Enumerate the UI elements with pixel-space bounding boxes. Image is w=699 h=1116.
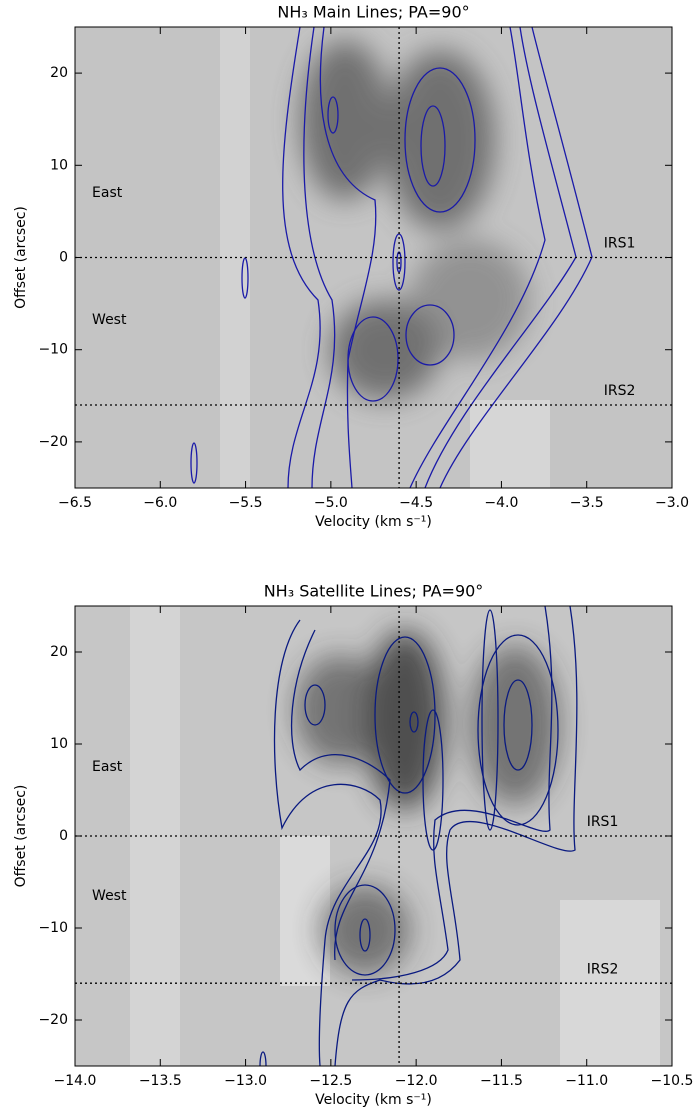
annotation: IRS2 — [587, 961, 619, 977]
annotation: IRS2 — [604, 383, 636, 399]
x-axis-label: Velocity (km s⁻¹) — [315, 514, 432, 530]
x-tick-label: −4.0 — [484, 495, 518, 511]
y-tick-label: 20 — [50, 65, 68, 81]
y-axis-label: Offset (arcsec) — [13, 785, 29, 888]
y-tick-label: 20 — [50, 644, 68, 660]
x-tick-label: −11.5 — [480, 1073, 523, 1089]
chart-title: NH₃ Satellite Lines; PA=90° — [264, 582, 484, 601]
y-tick-label: −10 — [38, 920, 68, 936]
y-axis-label: Offset (arcsec) — [13, 206, 29, 309]
x-tick-label: −4.5 — [399, 495, 433, 511]
x-axis-label: Velocity (km s⁻¹) — [315, 1092, 432, 1108]
x-tick-label: −13.5 — [139, 1073, 182, 1089]
y-tick-label: 10 — [50, 157, 68, 173]
annotation: IRS1 — [587, 814, 619, 830]
x-tick-label: −12.5 — [309, 1073, 352, 1089]
x-tick-label: −13.0 — [224, 1073, 267, 1089]
x-tick-label: −3.0 — [655, 495, 689, 511]
annotation: IRS1 — [604, 236, 636, 252]
x-tick-label: −12.0 — [395, 1073, 438, 1089]
y-tick-label: 10 — [50, 736, 68, 752]
y-tick-label: −20 — [38, 434, 68, 450]
x-tick-label: −11.0 — [565, 1073, 608, 1089]
x-tick-label: −6.5 — [58, 495, 92, 511]
annotation: East — [92, 185, 123, 201]
x-tick-label: −5.0 — [314, 495, 348, 511]
x-tick-label: −3.5 — [570, 495, 604, 511]
chart-title: NH₃ Main Lines; PA=90° — [277, 3, 469, 22]
contours — [259, 606, 578, 1066]
annotation: West — [92, 312, 127, 328]
intensity-map — [75, 27, 672, 488]
annotation: West — [92, 888, 127, 904]
x-tick-label: −6.0 — [143, 495, 177, 511]
annotation: East — [92, 759, 123, 775]
y-tick-label: −20 — [38, 1012, 68, 1028]
x-tick-label: −14.0 — [54, 1073, 97, 1089]
intensity-map — [75, 606, 672, 1066]
y-tick-label: −10 — [38, 342, 68, 358]
x-tick-label: −10.5 — [651, 1073, 694, 1089]
y-tick-label: 0 — [59, 250, 68, 266]
x-tick-label: −5.5 — [229, 495, 263, 511]
y-tick-label: 0 — [59, 828, 68, 844]
